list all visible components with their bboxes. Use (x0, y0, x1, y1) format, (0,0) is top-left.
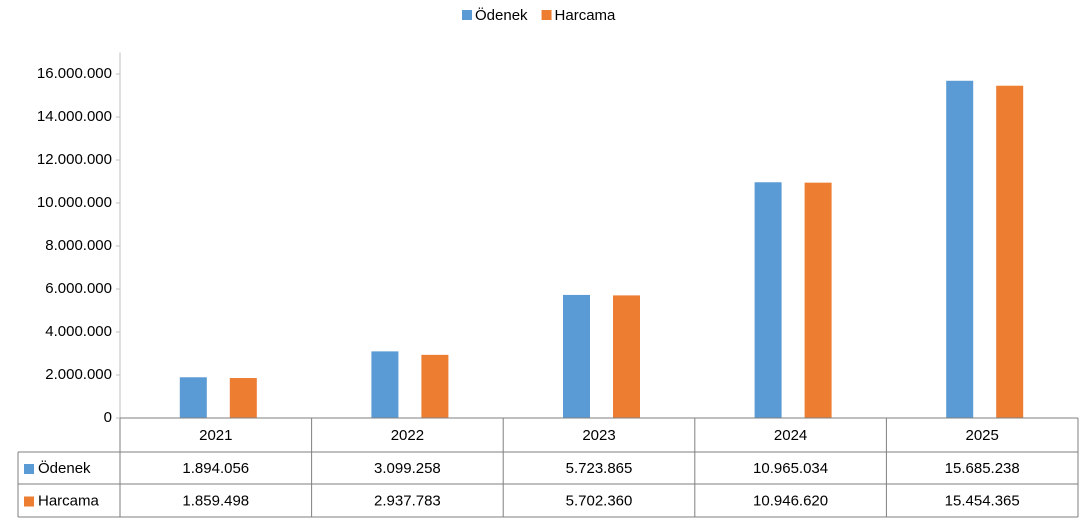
y-tick-label: 8.000.000 (45, 237, 112, 254)
x-tick-label: 2024 (774, 427, 807, 444)
table-value: 5.702.360 (566, 492, 633, 509)
legend-label: Harcama (555, 7, 617, 24)
y-tick-label: 16.000.000 (37, 65, 112, 82)
table-value: 15.685.238 (945, 460, 1020, 477)
bar (371, 351, 399, 418)
table-value: 5.723.865 (566, 460, 633, 477)
legend-swatch (541, 10, 552, 20)
bar (613, 295, 640, 418)
y-tick-label: 0 (104, 409, 112, 426)
bar (421, 354, 449, 418)
y-tick-label: 12.000.000 (37, 151, 112, 168)
table-value: 10.965.034 (753, 460, 828, 477)
x-tick-label: 2021 (199, 427, 232, 444)
bar (179, 377, 207, 418)
table-value: 1.859.498 (182, 492, 249, 509)
bar (229, 378, 257, 418)
bar (754, 182, 782, 418)
table-value: 2.937.783 (374, 492, 441, 509)
y-tick-label: 10.000.000 (37, 194, 112, 211)
table-series-label: Harcama (38, 492, 100, 509)
table-value: 1.894.056 (182, 460, 249, 477)
legend-label: Ödenek (475, 6, 528, 24)
table-value: 3.099.258 (374, 460, 441, 477)
x-tick-label: 2025 (966, 427, 999, 444)
table-legend-swatch (24, 464, 34, 474)
table-value: 15.454.365 (945, 492, 1020, 509)
x-tick-label: 2022 (391, 427, 424, 444)
y-tick-label: 2.000.000 (45, 366, 112, 383)
bar (946, 80, 974, 418)
bar (996, 85, 1024, 419)
table-legend-swatch (24, 496, 34, 507)
table-value: 10.946.620 (753, 492, 828, 509)
x-tick-label: 2023 (582, 427, 615, 444)
bar (563, 294, 590, 418)
y-tick-label: 14.000.000 (37, 108, 112, 125)
table-series-label: Ödenek (38, 459, 91, 477)
bar (804, 182, 832, 418)
legend-swatch (462, 10, 472, 20)
y-tick-label: 6.000.000 (45, 280, 112, 297)
y-tick-label: 4.000.000 (45, 323, 112, 340)
